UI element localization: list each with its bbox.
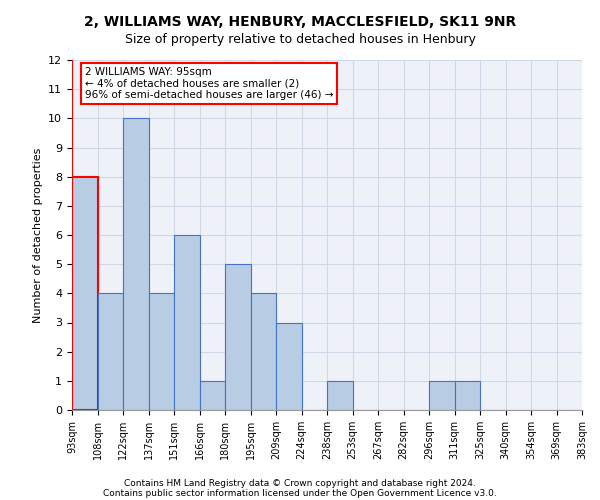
Bar bbox=[123, 118, 149, 410]
Bar bbox=[455, 381, 480, 410]
Bar bbox=[225, 264, 251, 410]
Bar bbox=[429, 381, 455, 410]
Bar bbox=[327, 381, 353, 410]
Bar bbox=[97, 294, 123, 410]
Text: 2, WILLIAMS WAY, HENBURY, MACCLESFIELD, SK11 9NR: 2, WILLIAMS WAY, HENBURY, MACCLESFIELD, … bbox=[84, 15, 516, 29]
Text: Size of property relative to detached houses in Henbury: Size of property relative to detached ho… bbox=[125, 32, 475, 46]
Text: 2 WILLIAMS WAY: 95sqm
← 4% of detached houses are smaller (2)
96% of semi-detach: 2 WILLIAMS WAY: 95sqm ← 4% of detached h… bbox=[85, 66, 333, 100]
Bar bbox=[251, 294, 276, 410]
Text: Contains public sector information licensed under the Open Government Licence v3: Contains public sector information licen… bbox=[103, 488, 497, 498]
Text: Contains HM Land Registry data © Crown copyright and database right 2024.: Contains HM Land Registry data © Crown c… bbox=[124, 478, 476, 488]
Bar bbox=[72, 176, 97, 410]
Bar bbox=[199, 381, 225, 410]
Bar bbox=[276, 322, 302, 410]
Y-axis label: Number of detached properties: Number of detached properties bbox=[32, 148, 43, 322]
Bar bbox=[174, 235, 199, 410]
Bar bbox=[149, 294, 174, 410]
